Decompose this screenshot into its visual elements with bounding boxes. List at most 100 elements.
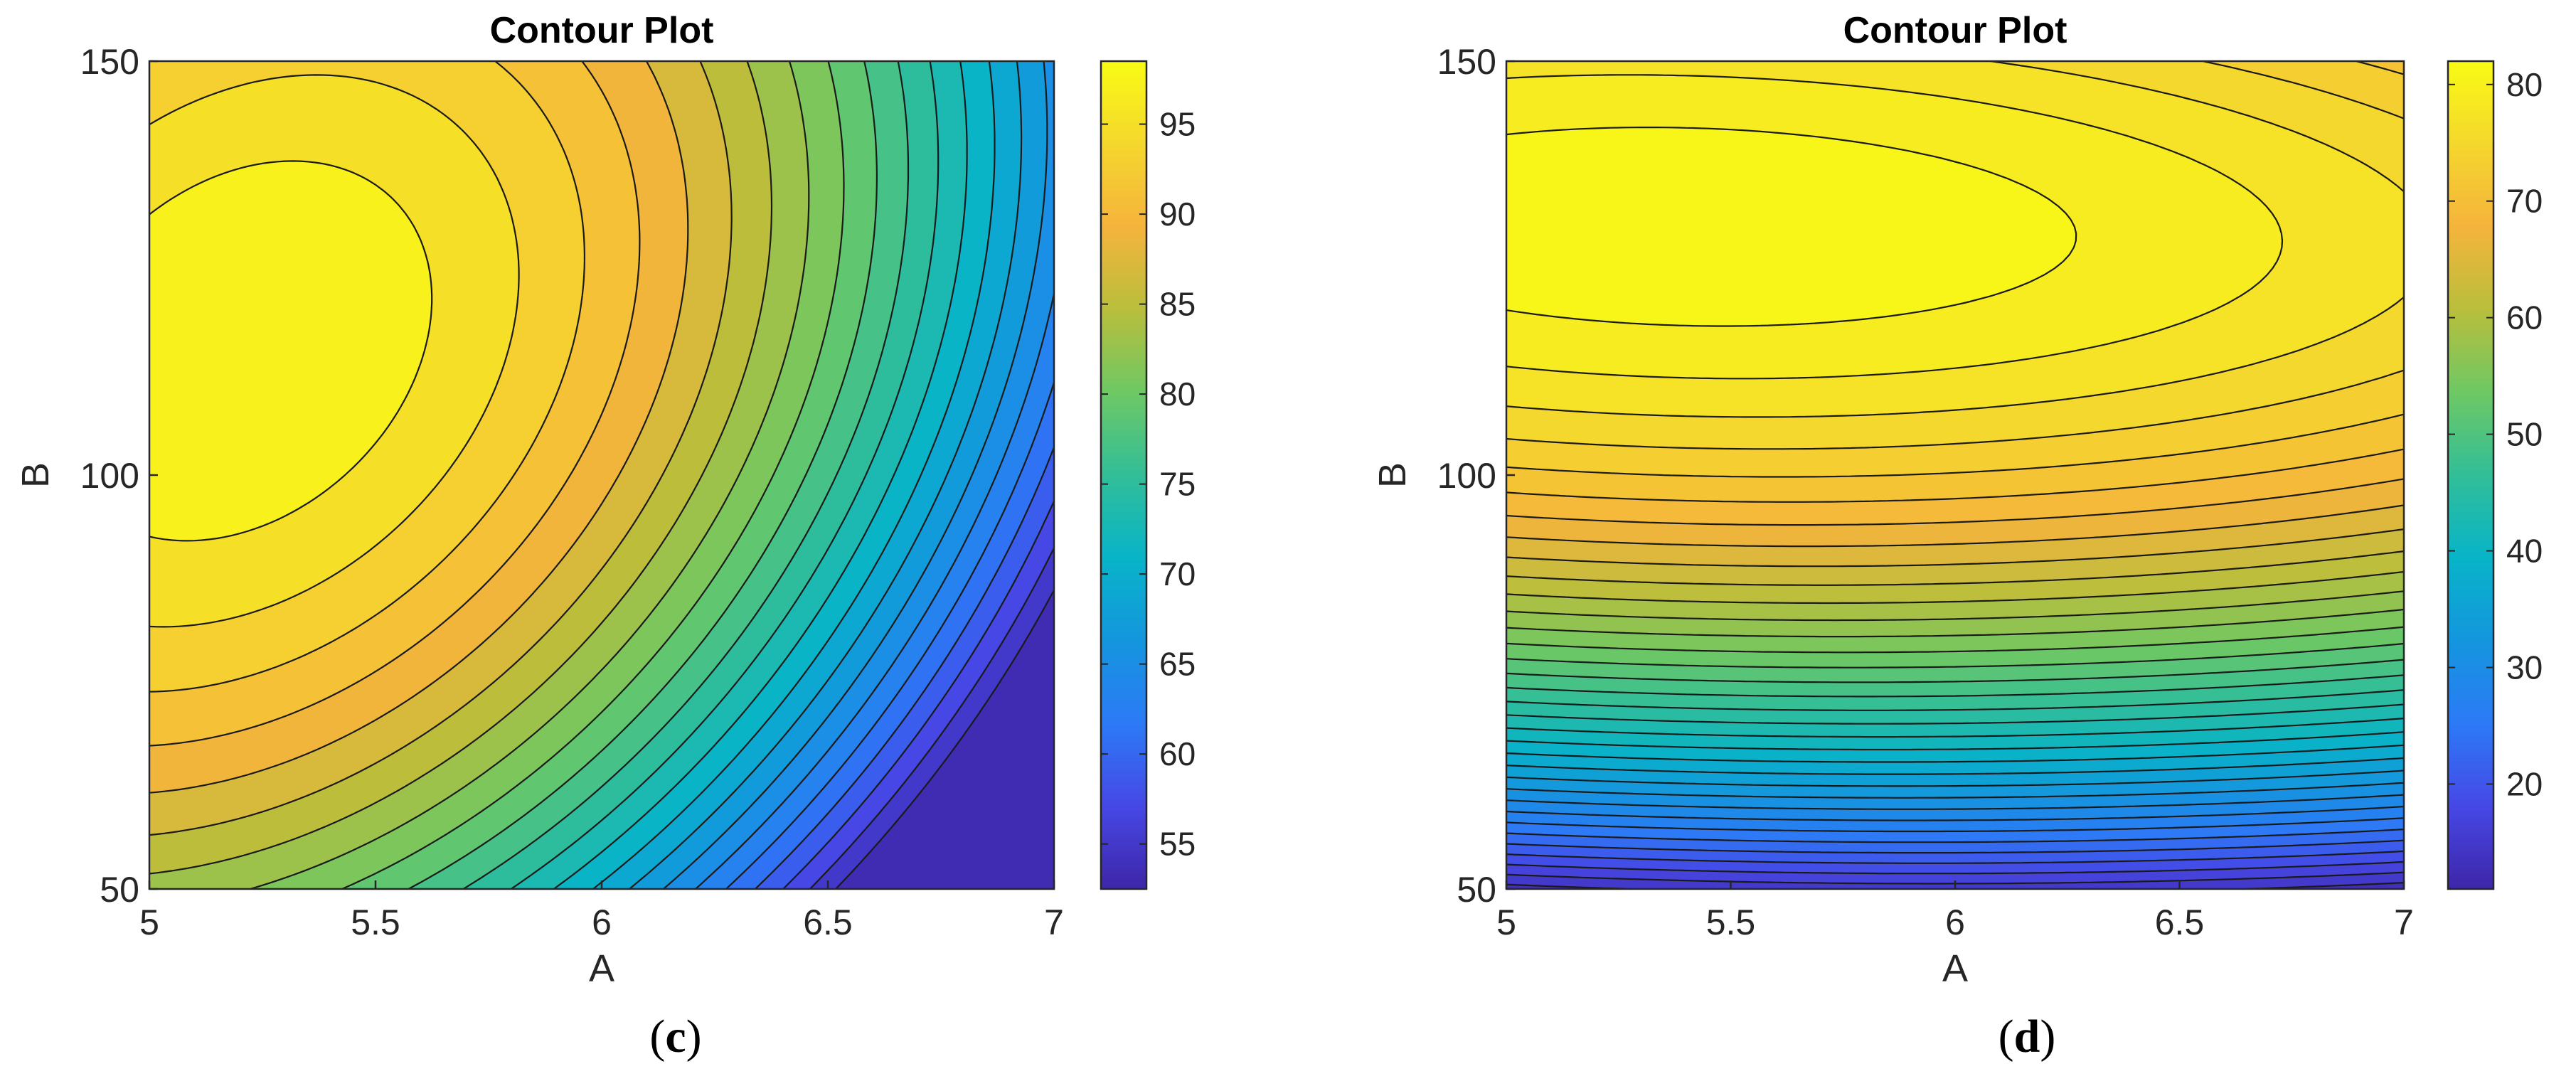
chart-title-0: Contour Plot: [490, 10, 714, 51]
contour-line-1-7: [1506, 817, 2405, 833]
contour-line-1-25: [1506, 550, 2405, 586]
x-tick-label-1-4: 7: [2394, 902, 2414, 942]
contour-line-0-15: [149, 60, 773, 875]
contour-line-1-29: [1506, 448, 2405, 503]
colorbar-tick-label-1-1: 30: [2506, 649, 2543, 686]
x-tick-label-1-3: 6.5: [2155, 902, 2205, 942]
colorbar-tick-label-0-3: 70: [1159, 555, 1196, 592]
colorbar-tick-label-1-0: 20: [2506, 765, 2543, 802]
colorbar-tick-label-0-1: 60: [1159, 735, 1196, 772]
contour-line-1-32: [1506, 60, 2405, 418]
y-tick-label-0-2: 150: [80, 42, 139, 82]
colorbar-tick-label-1-4: 60: [2506, 299, 2543, 336]
contour-line-1-17: [1506, 689, 2405, 711]
chart-title-1: Contour Plot: [1843, 10, 2067, 51]
colorbar-0: [1100, 60, 1148, 890]
contour-line-1-8: [1506, 806, 2405, 821]
contour-line-1-33: [1506, 74, 2284, 380]
colorbar-1: [2447, 60, 2495, 890]
y-tick-label-0-0: 50: [100, 870, 139, 910]
panel-label-d-open: (: [1998, 1011, 2014, 1063]
panel-label-d-letter: d: [2013, 1011, 2040, 1063]
contour-line-1-4: [1506, 850, 2405, 864]
panel-label-c-open: (: [649, 1011, 666, 1063]
contour-line-1-24: [1506, 570, 2405, 605]
contour-line-1-21: [1506, 626, 2405, 654]
x-tick-label-0-1: 5.5: [351, 902, 400, 942]
y-axis-label-0: B: [14, 462, 57, 488]
contour-line-0-7: [629, 60, 1023, 890]
y-tick-label-0-1: 100: [80, 456, 139, 496]
contour-line-0-2: [782, 501, 1055, 890]
y-tick-label-1-1: 100: [1437, 456, 1496, 496]
contour-line-1-15: [1506, 718, 2405, 738]
contour-line-0-0: [835, 590, 1055, 890]
contour-line-1-9: [1506, 794, 2405, 810]
panel-label-c-close: ): [686, 1011, 702, 1063]
x-tick-label-0-0: 5: [139, 902, 159, 942]
contour-line-1-27: [1506, 504, 2405, 548]
contour-line-0-6: [663, 60, 1048, 890]
contour-line-1-18: [1506, 674, 2404, 698]
contour-line-1-12: [1506, 757, 2405, 775]
colorbar-tick-label-0-5: 80: [1159, 376, 1196, 412]
contour-line-1-13: [1506, 744, 2405, 763]
x-tick-label-1-0: 5: [1496, 902, 1516, 942]
contour-line-0-19: [149, 60, 585, 693]
contour-line-1-2: [1506, 871, 2405, 885]
contour-line-1-3: [1506, 861, 2405, 875]
contour-line-1-31: [1506, 60, 2405, 450]
contour-line-1-23: [1506, 590, 2405, 622]
x-tick-label-0-2: 6: [592, 902, 612, 942]
colorbar-tick-label-1-6: 80: [2506, 66, 2543, 103]
colorbar-tick-label-1-5: 70: [2506, 183, 2543, 220]
colorbar-tick-label-0-0: 55: [1159, 826, 1196, 863]
x-axis-label-1: A: [1942, 947, 1968, 990]
x-tick-label-0-3: 6.5: [803, 902, 853, 942]
contour-line-1-6: [1506, 829, 2405, 843]
colorbar-tick-label-0-8: 95: [1159, 106, 1196, 143]
colorbar-tick-label-1-2: 40: [2506, 533, 2543, 570]
contour-line-1-10: [1506, 782, 2405, 799]
panel-label-d-close: ): [2040, 1011, 2056, 1063]
y-tick-label-1-0: 50: [1457, 870, 1496, 910]
colorbar-tick-label-0-2: 65: [1159, 646, 1196, 683]
colorbar-tick-label-0-6: 85: [1159, 286, 1196, 323]
colorbar-tick-label-0-4: 75: [1159, 466, 1196, 503]
panel-label-c-letter: c: [665, 1011, 686, 1063]
contour-line-1-30: [1506, 60, 2405, 478]
contour-line-1-5: [1506, 839, 2405, 854]
contour-line-1-16: [1506, 703, 2405, 725]
contour-line-0-4: [725, 382, 1055, 890]
panel-label-d: (d): [1956, 1010, 2098, 1064]
contour-line-0-18: [149, 60, 641, 747]
contour-line-0-16: [149, 60, 733, 836]
contour-line-1-14: [1506, 731, 2405, 751]
contour-line-1-20: [1506, 642, 2405, 669]
contour-line-0-12: [408, 60, 878, 890]
panel-label-c: (c): [605, 1010, 747, 1064]
x-tick-label-1-2: 6: [1945, 902, 1965, 942]
contour-line-1-26: [1506, 528, 2405, 568]
contour-line-0-17: [149, 60, 689, 794]
colorbar-tick-label-1-3: 50: [2506, 416, 2543, 453]
contour-line-0-5: [695, 293, 1055, 890]
y-axis-label-1: B: [1371, 462, 1414, 488]
chart-panel-0: 5 5.5 6 6.5 7 50 100 150 Contour Plot A B 55 60 65 70 7…: [14, 10, 1196, 990]
contour-line-0-1: [809, 547, 1055, 890]
contour-line-0-21: [149, 160, 433, 542]
contour-line-1-11: [1506, 770, 2405, 787]
y-tick-label-1-2: 150: [1437, 42, 1496, 82]
chart-panel-1: 5 5.5 6 6.5 7 50 100 150 Contour Plot A B 20 30 40 50 6…: [1371, 10, 2543, 990]
contour-line-0-9: [553, 60, 968, 890]
contour-line-1-34: [1506, 127, 2077, 327]
x-tick-label-0-4: 7: [1044, 902, 1064, 942]
colorbar-tick-label-0-7: 90: [1159, 196, 1196, 233]
x-axis-label-0: A: [589, 947, 614, 990]
contour-line-1-22: [1506, 608, 2405, 638]
contour-line-1-28: [1506, 478, 2405, 526]
x-tick-label-1-1: 5.5: [1706, 902, 1756, 942]
contour-line-0-3: [755, 447, 1055, 890]
contour-line-0-20: [149, 74, 520, 628]
